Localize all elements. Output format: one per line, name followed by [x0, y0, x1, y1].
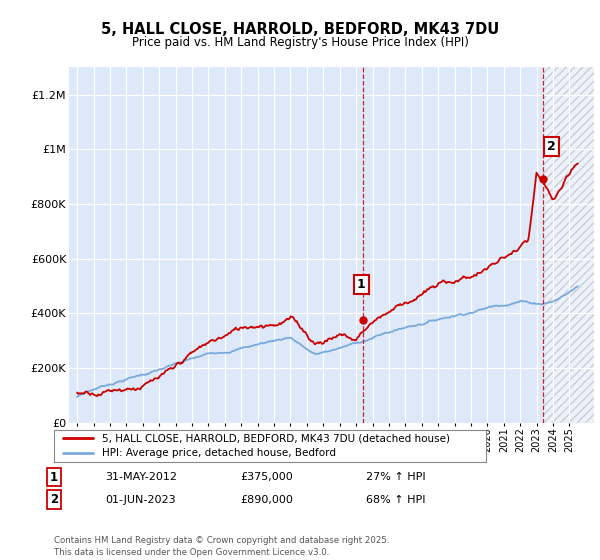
Text: 01-JUN-2023: 01-JUN-2023	[105, 494, 176, 505]
Text: 1: 1	[357, 278, 366, 291]
Text: 27% ↑ HPI: 27% ↑ HPI	[366, 472, 425, 482]
Text: 2: 2	[547, 140, 556, 153]
Bar	[544, 67, 594, 423]
Text: £890,000: £890,000	[240, 494, 293, 505]
Text: HPI: Average price, detached house, Bedford: HPI: Average price, detached house, Bedf…	[101, 448, 335, 458]
Text: 68% ↑ HPI: 68% ↑ HPI	[366, 494, 425, 505]
Text: £375,000: £375,000	[240, 472, 293, 482]
Text: 1: 1	[50, 470, 58, 484]
Text: 31-MAY-2012: 31-MAY-2012	[105, 472, 177, 482]
Bar	[544, 67, 594, 423]
Text: Price paid vs. HM Land Registry's House Price Index (HPI): Price paid vs. HM Land Registry's House …	[131, 36, 469, 49]
Text: 5, HALL CLOSE, HARROLD, BEDFORD, MK43 7DU (detached house): 5, HALL CLOSE, HARROLD, BEDFORD, MK43 7D…	[101, 433, 449, 444]
Text: 2: 2	[50, 493, 58, 506]
Bar	[544, 67, 594, 423]
Text: Contains HM Land Registry data © Crown copyright and database right 2025.
This d: Contains HM Land Registry data © Crown c…	[54, 536, 389, 557]
Text: 5, HALL CLOSE, HARROLD, BEDFORD, MK43 7DU: 5, HALL CLOSE, HARROLD, BEDFORD, MK43 7D…	[101, 22, 499, 38]
